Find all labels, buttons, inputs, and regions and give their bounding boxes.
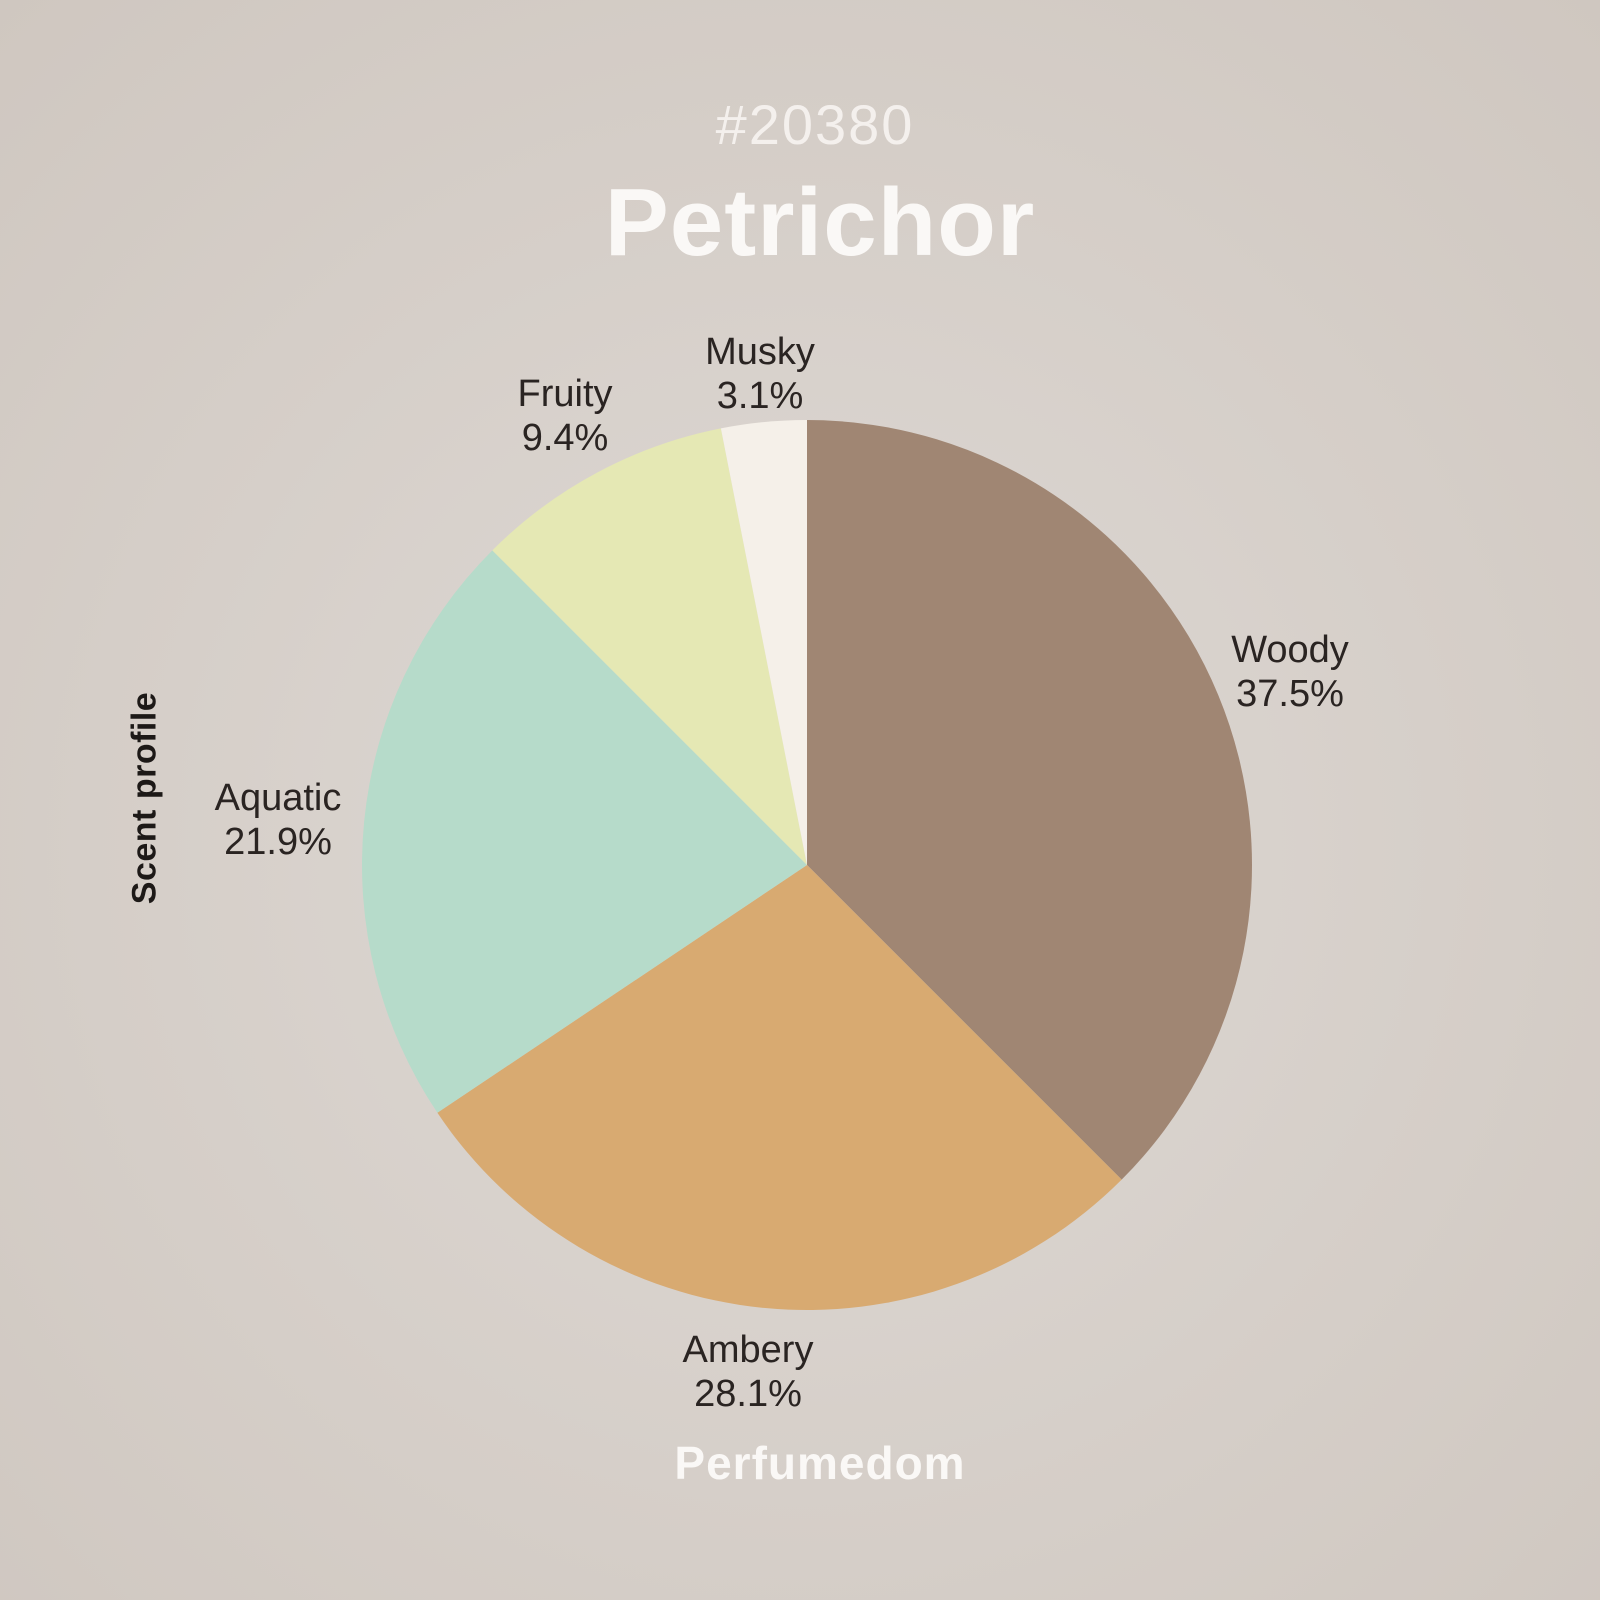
pie-slice-aquatic <box>362 550 807 1113</box>
slice-name: Ambery <box>682 1329 814 1371</box>
slice-label-woody: Woody 37.5% <box>1160 628 1420 716</box>
slice-label-musky: Musky 3.1% <box>640 330 880 418</box>
slice-percent: 3.1% <box>716 375 804 417</box>
pie-slice-woody <box>807 420 1252 1180</box>
slice-percent: 37.5% <box>1236 673 1344 715</box>
pie-chart <box>362 420 1252 1310</box>
slice-label-aquatic: Aquatic 21.9% <box>158 776 398 864</box>
slice-name: Fruity <box>517 373 613 415</box>
pie-slice-fruity <box>492 428 807 865</box>
slice-label-ambery: Ambery 28.1% <box>628 1328 868 1416</box>
pie-slice-ambery <box>437 865 1122 1310</box>
y-axis-label: Scent profile <box>125 691 164 905</box>
slice-percent: 9.4% <box>521 417 609 459</box>
slice-name: Musky <box>705 331 815 373</box>
slice-name: Aquatic <box>214 777 342 819</box>
slice-name: Woody <box>1231 629 1349 671</box>
fragrance-id: #20380 <box>715 93 915 156</box>
pie-slice-musky <box>720 420 807 865</box>
slice-label-fruity: Fruity 9.4% <box>445 372 685 460</box>
page-title: Petrichor <box>604 169 1036 276</box>
slice-percent: 28.1% <box>694 1373 802 1415</box>
slice-percent: 21.9% <box>224 821 332 863</box>
brand-name: Perfumedom <box>674 1437 966 1489</box>
pie-chart-svg <box>362 420 1252 1310</box>
